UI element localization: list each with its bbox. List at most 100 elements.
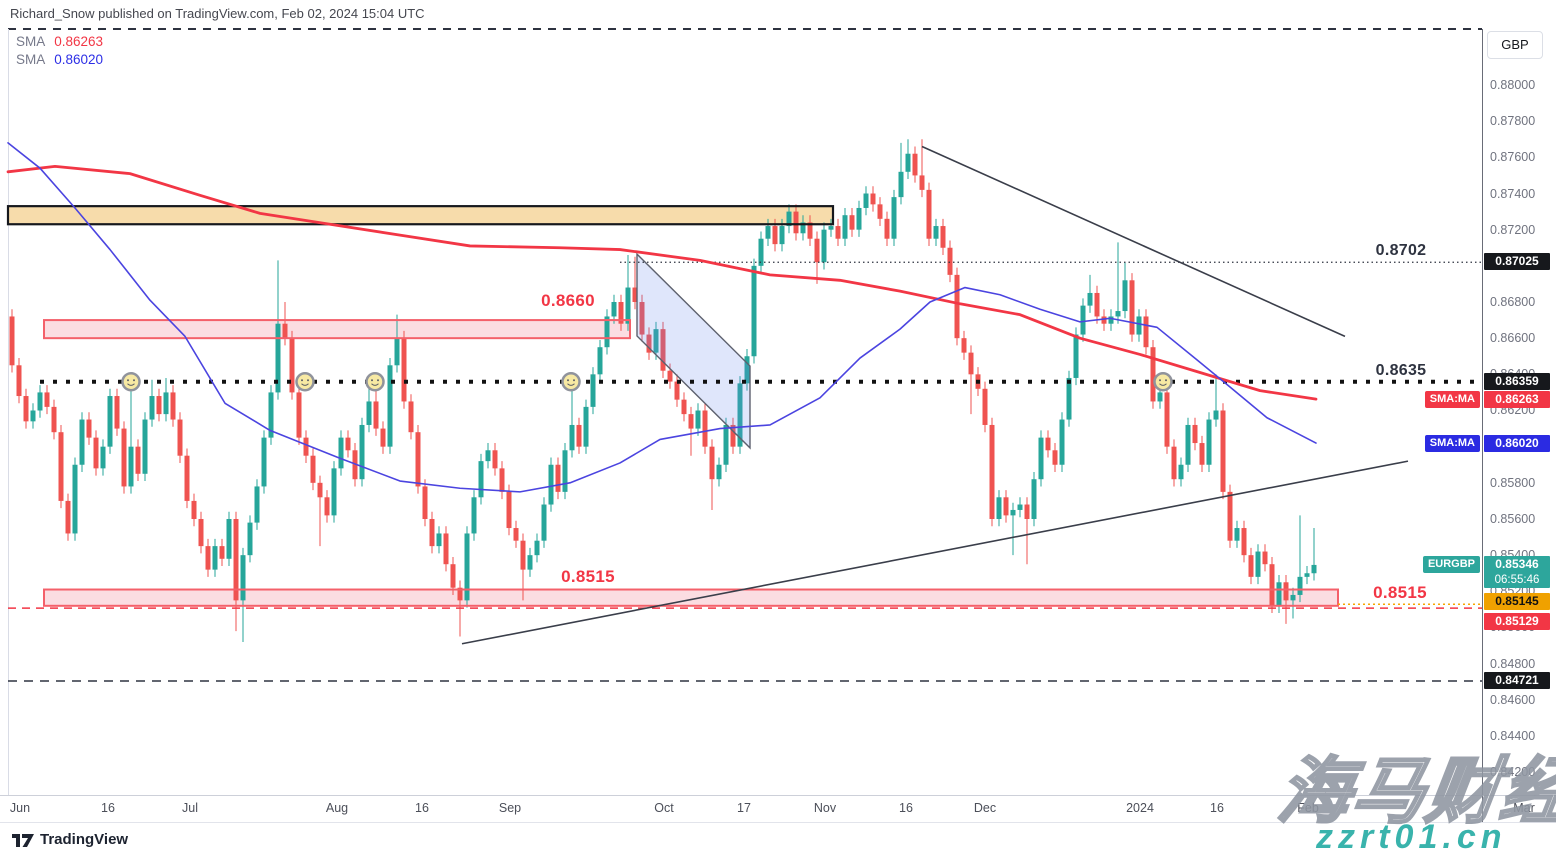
candle-down	[415, 432, 421, 487]
candle-down	[709, 446, 715, 480]
price-label: 0.87025	[1484, 252, 1550, 270]
candle-up	[1087, 292, 1093, 306]
candle-up	[226, 518, 232, 559]
sma-tag: SMA:MA	[1424, 390, 1480, 408]
bear-flag-channel[interactable]	[636, 252, 751, 450]
price-annotation: 0.8660	[541, 291, 595, 310]
smiley-marker[interactable]	[295, 371, 315, 392]
candle-down	[674, 381, 680, 400]
candle-up	[149, 396, 155, 420]
candle-up	[1290, 594, 1296, 601]
candle-down	[1094, 292, 1100, 317]
candle-down	[233, 518, 239, 601]
candle-down	[772, 226, 778, 245]
candle-down	[9, 316, 15, 366]
supply-zone-0.8723-0.8733-fill[interactable]	[8, 206, 833, 225]
candle-up	[695, 410, 701, 429]
price-axis-tick: 0.84600	[1490, 692, 1536, 707]
sma1-value: 0.86263	[54, 34, 104, 49]
candle-up	[1234, 528, 1240, 541]
price-label: 0.86359	[1484, 373, 1550, 391]
support-zone-0.8512-0.8521-fill[interactable]	[44, 589, 1338, 606]
candle-up	[765, 226, 771, 239]
candle-down	[618, 302, 624, 324]
price-axis-tick: 0.88000	[1490, 78, 1536, 92]
price-axis-tick: 0.87200	[1490, 222, 1536, 237]
smiley-marker[interactable]	[121, 371, 141, 392]
candle-up	[590, 374, 596, 407]
candle-up	[548, 464, 554, 505]
sma-legend-row-1[interactable]: SMA 0.86263	[16, 33, 103, 51]
price-axis-tick: 0.85800	[1490, 475, 1536, 490]
candle-up	[1010, 509, 1016, 516]
time-axis-label: 16	[899, 801, 913, 815]
price-axis-tick: 0.87400	[1490, 186, 1536, 201]
candle-down	[989, 424, 995, 519]
sma-line-fast[interactable]	[6, 164, 1318, 401]
candle-down	[576, 424, 582, 447]
candle-down	[982, 388, 988, 425]
candle-up	[212, 546, 218, 570]
candle-up	[100, 446, 106, 469]
candle-down	[667, 370, 673, 382]
candle-up	[1122, 280, 1128, 312]
candle-up	[142, 419, 148, 474]
indicator-legend[interactable]: SMA 0.86263 SMA 0.86020	[16, 33, 103, 69]
resistance-zone-0.8660-0.8670-border[interactable]	[43, 319, 631, 340]
candle-down	[660, 329, 666, 371]
candle-down	[373, 401, 379, 429]
tradingview-branding[interactable]: TradingView	[12, 831, 128, 848]
time-axis-label: 16	[101, 801, 115, 815]
support-zone-0.8512-0.8521-border[interactable]	[43, 588, 1339, 607]
smiley-marker[interactable]	[561, 371, 581, 392]
resistance-zone-0.8660-0.8670-fill[interactable]	[44, 320, 630, 339]
ascending-trendline[interactable]	[461, 460, 1409, 645]
candle-up	[597, 347, 603, 375]
candle-up	[1206, 419, 1212, 465]
candle-down	[114, 396, 120, 429]
descending-trendline[interactable]	[921, 145, 1346, 338]
candle-down	[1220, 410, 1226, 492]
sma-legend-row-2[interactable]: SMA 0.86020	[16, 51, 103, 69]
time-axis-label: 17	[737, 801, 751, 815]
candle-up	[898, 171, 904, 198]
currency-toggle-button[interactable]: GBP	[1487, 31, 1543, 59]
candle-up	[723, 424, 729, 465]
candle-down	[457, 587, 463, 601]
candle-down	[184, 455, 190, 501]
candle-down	[730, 424, 736, 447]
candle-up	[905, 153, 911, 172]
candle-down	[681, 399, 687, 415]
candle-down	[884, 218, 890, 239]
candle-down	[1171, 446, 1177, 480]
candle-up	[268, 392, 274, 438]
candle-down	[51, 406, 57, 433]
candle-down	[380, 428, 386, 447]
eurgbp-price-label: 0.85346 06:55:46	[1484, 556, 1550, 589]
candle-up	[583, 406, 589, 447]
candle-down	[793, 211, 799, 234]
candle-up	[1185, 424, 1191, 465]
time-axis-label: 16	[1210, 801, 1224, 815]
smiley-marker[interactable]	[365, 371, 385, 392]
candle-up	[1311, 564, 1317, 574]
candle-up	[1213, 410, 1219, 420]
supply-zone-0.8723-0.8733-border[interactable]	[6, 205, 835, 226]
time-axis-label: Feb	[1297, 801, 1319, 815]
candle-up	[569, 424, 575, 451]
candle-down	[807, 222, 813, 239]
candle-up	[1255, 551, 1261, 577]
candle-down	[926, 189, 932, 239]
sma-line-slow[interactable]	[7, 142, 1317, 493]
candle-up	[338, 437, 344, 469]
candle-down	[65, 500, 71, 534]
candle-up	[856, 207, 862, 230]
candle-up	[30, 410, 36, 422]
candle-up	[37, 392, 43, 411]
smiley-marker[interactable]	[1153, 371, 1173, 392]
candle-down	[429, 518, 435, 547]
candle-down	[646, 334, 652, 353]
candle-down	[506, 491, 512, 529]
